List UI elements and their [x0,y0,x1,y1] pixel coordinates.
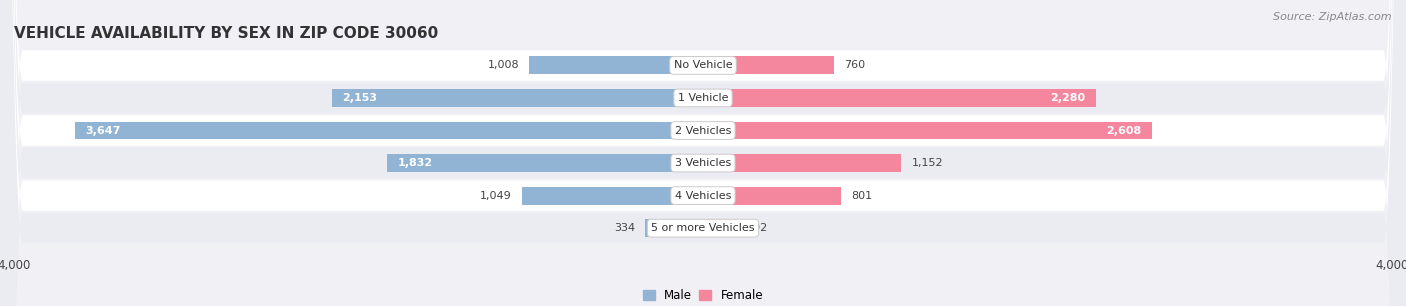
Text: 801: 801 [851,191,872,201]
Text: 1,152: 1,152 [911,158,943,168]
Bar [645,219,703,237]
Text: 5 or more Vehicles: 5 or more Vehicles [651,223,755,233]
Text: 1,008: 1,008 [488,60,519,70]
Bar [703,154,901,172]
Text: 4 Vehicles: 4 Vehicles [675,191,731,201]
Bar [703,121,1152,140]
Text: 1,049: 1,049 [481,191,512,201]
Bar [332,89,703,107]
Text: VEHICLE AVAILABILITY BY SEX IN ZIP CODE 30060: VEHICLE AVAILABILITY BY SEX IN ZIP CODE … [14,26,439,41]
Bar [703,57,834,74]
Text: 2,153: 2,153 [343,93,378,103]
Bar [703,187,841,204]
Bar [522,187,703,204]
Bar [530,57,703,74]
Text: 2 Vehicles: 2 Vehicles [675,125,731,136]
Text: 192: 192 [747,223,768,233]
Text: 3,647: 3,647 [86,125,121,136]
Bar [703,89,1095,107]
Text: 2,608: 2,608 [1107,125,1142,136]
Bar [388,154,703,172]
Text: 760: 760 [844,60,865,70]
Text: 2,280: 2,280 [1050,93,1085,103]
Bar [703,219,737,237]
Text: 3 Vehicles: 3 Vehicles [675,158,731,168]
Text: No Vehicle: No Vehicle [673,60,733,70]
Legend: Male, Female: Male, Female [638,284,768,306]
Text: Source: ZipAtlas.com: Source: ZipAtlas.com [1274,12,1392,22]
Bar [75,121,703,140]
Text: 1,832: 1,832 [398,158,433,168]
Text: 1 Vehicle: 1 Vehicle [678,93,728,103]
Text: 334: 334 [614,223,636,233]
